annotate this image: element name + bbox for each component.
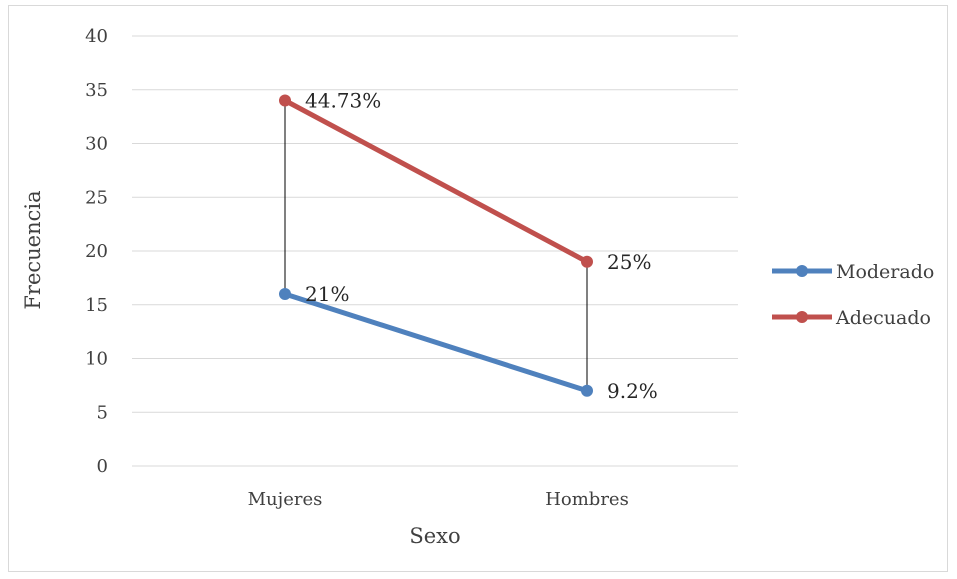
legend-item-moderado: Moderado: [772, 261, 934, 283]
data-label-adecuado-hombres: 25%: [607, 250, 651, 274]
data-point-moderado-mujeres: [279, 288, 291, 300]
data-point-moderado-hombres: [581, 384, 593, 397]
x-axis-title: Sexo: [409, 524, 460, 548]
drop-lines: [284, 100, 588, 391]
y-tick-label-40: 40: [85, 26, 108, 47]
data-point-adecuado-hombres: [581, 255, 593, 268]
series-lines: [279, 94, 593, 397]
data-label-moderado-mujeres: 21%: [305, 282, 349, 306]
x-axis-categories: Mujeres Hombres: [248, 489, 629, 510]
legend-label-moderado: Moderado: [836, 261, 934, 283]
data-point-adecuado-mujeres: [279, 94, 291, 107]
legend-swatch-marker-adecuado: [796, 311, 808, 323]
series-line-adecuado: [282, 98, 590, 265]
y-tick-label-30: 30: [85, 134, 108, 155]
x-tick-label-hombres: Hombres: [545, 489, 629, 510]
legend-swatch-marker-moderado: [796, 265, 808, 277]
y-tick-label-0: 0: [97, 456, 108, 477]
legend: Moderado Adecuado: [772, 261, 934, 329]
gridlines: [132, 35, 738, 467]
data-labels: 21% 9.2% 44.73% 25%: [305, 89, 658, 403]
y-tick-label-5: 5: [97, 402, 108, 423]
x-tick-label-mujeres: Mujeres: [248, 489, 323, 510]
y-tick-label-10: 10: [85, 349, 108, 370]
series-line-moderado: [282, 291, 590, 394]
chart-frame: [8, 5, 948, 572]
y-axis-title: Frecuencia: [21, 190, 45, 309]
y-axis-ticks: 0 5 10 15 20 25 30 35 40: [85, 26, 108, 477]
y-tick-label-35: 35: [85, 80, 108, 101]
legend-label-adecuado: Adecuado: [835, 307, 931, 329]
legend-item-adecuado: Adecuado: [772, 307, 931, 329]
data-label-moderado-hombres: 9.2%: [607, 379, 658, 403]
y-tick-label-15: 15: [85, 295, 108, 316]
data-label-adecuado-mujeres: 44.73%: [305, 89, 381, 113]
y-tick-label-25: 25: [85, 187, 108, 208]
y-tick-label-20: 20: [85, 241, 108, 262]
